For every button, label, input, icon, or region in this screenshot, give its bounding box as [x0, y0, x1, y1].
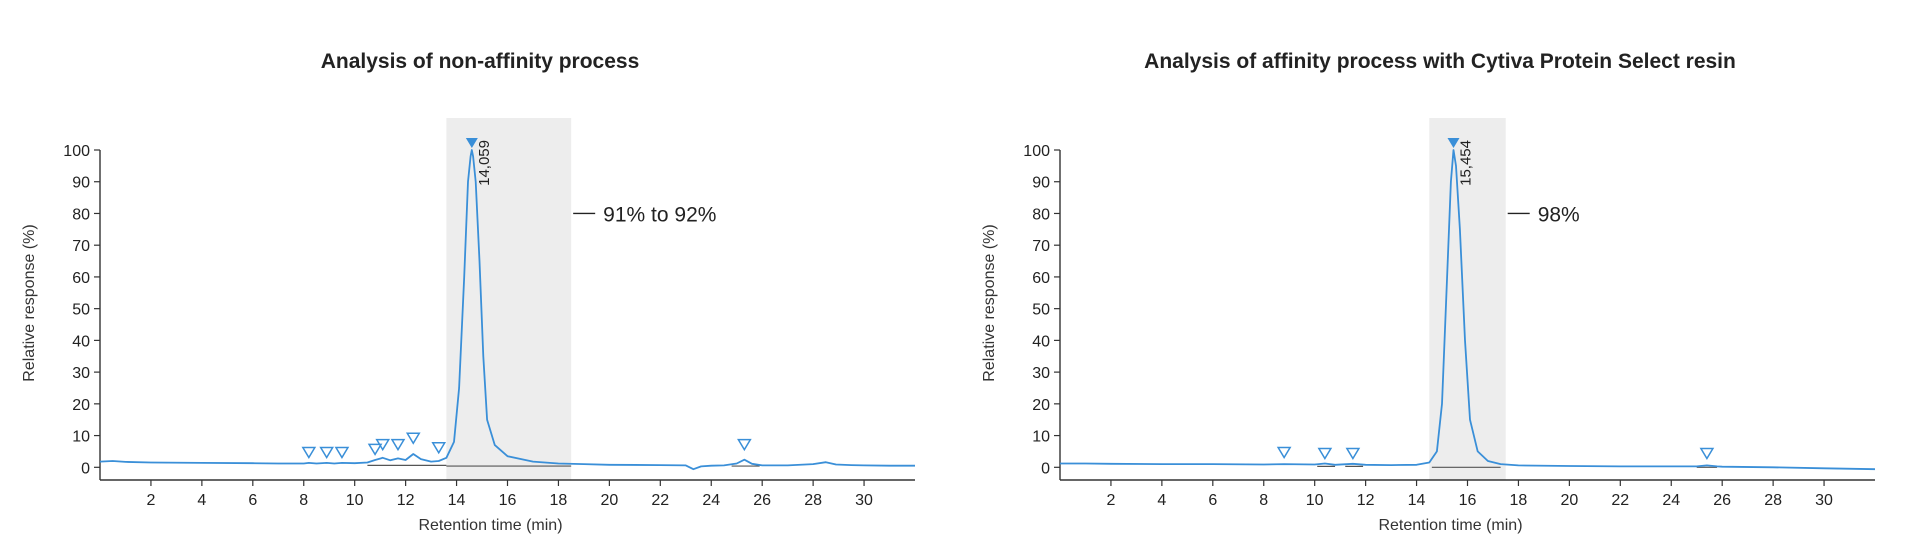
- chart-title: Analysis of affinity process with Cytiva…: [1144, 50, 1736, 73]
- x-tick-label: 10: [346, 492, 364, 509]
- peak-marker: [375, 438, 391, 452]
- x-axis-label: Retention time (min): [1378, 517, 1522, 534]
- peak-marker: [1276, 446, 1292, 460]
- x-tick-label: 30: [855, 492, 873, 509]
- peak-marker: [334, 446, 350, 460]
- x-tick-label: 24: [1662, 492, 1680, 509]
- x-tick-label: 18: [550, 492, 568, 509]
- x-tick-label: 2: [1106, 492, 1115, 509]
- y-tick-label: 30: [72, 365, 90, 382]
- peak-marker: [1317, 447, 1333, 460]
- y-tick-label: 80: [72, 206, 90, 223]
- chromatogram-line: [1060, 149, 1876, 471]
- x-tick-label: 24: [702, 492, 720, 509]
- y-tick-label: 50: [72, 302, 90, 319]
- y-tick-label: 70: [1032, 238, 1050, 255]
- y-tick-label: 100: [63, 143, 90, 160]
- x-tick-label: 4: [1157, 492, 1166, 509]
- y-tick-label: 60: [72, 270, 90, 287]
- x-tick-label: 28: [804, 492, 822, 509]
- peak-marker: [319, 446, 334, 460]
- x-tick-label: 14: [448, 492, 466, 509]
- y-tick-label: 90: [1032, 175, 1050, 192]
- x-tick-label: 20: [1560, 492, 1578, 509]
- x-axis-label: Retention time (min): [418, 517, 562, 534]
- x-tick-label: 26: [753, 492, 771, 509]
- x-tick-label: 16: [1459, 492, 1477, 509]
- peak-marker: [301, 446, 317, 460]
- peak-marker: [737, 438, 752, 452]
- y-tick-label: 70: [72, 238, 90, 255]
- peak-marker: [367, 443, 383, 456]
- x-tick-label: 26: [1713, 492, 1731, 509]
- x-tick-label: 4: [197, 492, 206, 509]
- chart-panel-affinity: Analysis of affinity process with Cytiva…: [960, 0, 1920, 551]
- y-tick-label: 50: [1032, 302, 1050, 319]
- x-tick-label: 18: [1510, 492, 1528, 509]
- peak-label: 14,059: [476, 140, 493, 186]
- y-tick-label: 20: [1032, 397, 1050, 414]
- x-tick-label: 12: [397, 492, 415, 509]
- y-tick-label: 40: [1032, 333, 1050, 350]
- y-axis-label: Relative response (%): [21, 224, 38, 381]
- main-peak-marker: [465, 138, 478, 148]
- y-tick-label: 0: [1041, 460, 1050, 477]
- chart-title: Analysis of non-affinity process: [320, 50, 640, 73]
- y-axis-label: Relative response (%): [981, 224, 998, 381]
- peak-marker: [390, 438, 406, 452]
- x-tick-label: 14: [1408, 492, 1426, 509]
- peak-marker: [1699, 447, 1715, 460]
- peak-marker: [1345, 447, 1361, 460]
- x-tick-label: 22: [651, 492, 669, 509]
- x-tick-label: 22: [1611, 492, 1629, 509]
- highlight-region: [446, 118, 572, 480]
- chromatogram-line: [99, 149, 915, 471]
- y-tick-label: 100: [1023, 143, 1050, 160]
- x-tick-label: 6: [1208, 492, 1217, 509]
- peak-marker: [405, 432, 421, 445]
- x-tick-label: 8: [1259, 492, 1268, 509]
- x-tick-label: 2: [146, 492, 155, 509]
- y-tick-label: 80: [1032, 206, 1050, 223]
- y-tick-label: 60: [1032, 270, 1050, 287]
- x-tick-label: 12: [1357, 492, 1375, 509]
- x-tick-label: 6: [248, 492, 257, 509]
- purity-label: 91% to 92%: [603, 203, 716, 226]
- highlight-region: [1429, 118, 1506, 480]
- x-tick-label: 8: [299, 492, 308, 509]
- chart-panel-non-affinity: Analysis of non-affinity process 0 10 20 30…: [21, 50, 915, 534]
- x-tick-label: 28: [1764, 492, 1782, 509]
- peak-marker: [431, 442, 447, 455]
- x-tick-label: 10: [1306, 492, 1324, 509]
- y-tick-label: 20: [72, 397, 90, 414]
- y-tick-label: 30: [1032, 365, 1050, 382]
- x-tick-label: 16: [499, 492, 517, 509]
- y-tick-label: 10: [1032, 429, 1050, 446]
- y-tick-label: 40: [72, 333, 90, 350]
- purity-label: 98%: [1538, 203, 1580, 226]
- y-tick-label: 0: [81, 460, 90, 477]
- x-tick-label: 30: [1815, 492, 1833, 509]
- y-tick-label: 90: [72, 175, 90, 192]
- y-tick-label: 10: [72, 429, 90, 446]
- x-tick-label: 20: [600, 492, 618, 509]
- peak-label: 15,454: [1457, 140, 1474, 186]
- main-peak-marker: [1447, 138, 1460, 148]
